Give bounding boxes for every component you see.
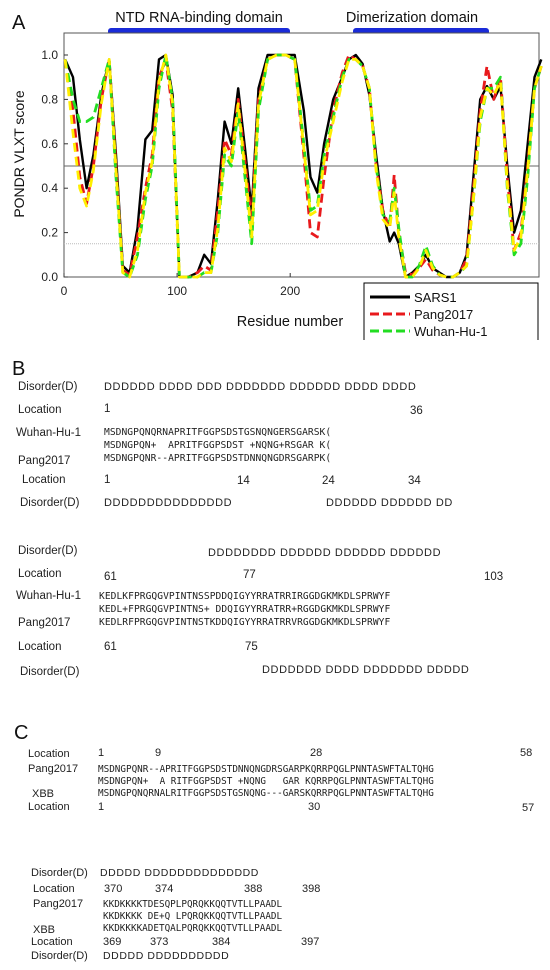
b2-seq1-label: Wuhan-Hu-1: [16, 590, 81, 602]
y-tick-label: 0.6: [41, 137, 58, 151]
b2-disorder-top-label: Disorder(D): [18, 545, 78, 557]
c1-match-line: MSDNGPQN+ A RITFGGPSDST +NQNG GAR KQRRPQ…: [98, 776, 434, 787]
b1-location-bottom-14: 14: [237, 475, 250, 487]
c2-location-top-374: 374: [155, 883, 174, 895]
dimerization-domain-label: Dimerization domain: [346, 10, 478, 26]
series-line-omicron-xbb: [63, 53, 543, 279]
panel-a-letter: A: [12, 12, 26, 34]
b1-disorder-top-label: Disorder(D): [18, 381, 78, 393]
c1-seq2: MSDNGPQNQRNALRITFGGPSDSTGSNQNG---GARSKQR…: [98, 788, 434, 799]
b1-location-top-1: 1: [104, 403, 111, 415]
panel-b-letter: B: [12, 358, 26, 380]
b2-location-bottom-61: 61: [104, 641, 117, 653]
b2-location-top-61: 61: [104, 571, 117, 583]
c2-location-top-388: 388: [244, 883, 263, 895]
b1-location-bottom-1: 1: [104, 474, 111, 486]
disorder-profile-chart: NTD RNA-binding domain Dimerization doma…: [11, 10, 543, 340]
c2-location-bottom-397: 397: [301, 936, 320, 948]
x-axis-label: Residue number: [237, 314, 344, 330]
b2-location-bottom-label: Location: [18, 641, 62, 653]
b1-disorder-bottom-left: DDDDDDDDDDDDDDD: [104, 497, 233, 509]
x-tick-label: 100: [167, 284, 187, 298]
c2-location-bottom-373: 373: [150, 936, 169, 948]
b2-location-top-77: 77: [243, 569, 256, 581]
b1-match-line: MSDNGPQN+ APRITFGGPSDST +NQNG+RSGAR K(: [104, 440, 332, 451]
c2-location-bottom-label: Location: [31, 936, 73, 948]
b1-seq1-label: Wuhan-Hu-1: [16, 427, 81, 439]
y-tick-label: 0.8: [41, 92, 58, 106]
c1-seq1-label: Pang2017: [28, 763, 79, 775]
legend-label-pang2017: Pang2017: [414, 307, 473, 322]
c1-location-bottom-label: Location: [28, 801, 70, 813]
legend-label-wuhan-hu-1: Wuhan-Hu-1: [414, 324, 487, 339]
legend-label-sars1: SARS1: [414, 290, 457, 305]
axis-ticks: 0.0 0.2 0.4 0.6 0.8 1.0 0 100 200: [41, 48, 300, 298]
b2-disorder-bottom-label: Disorder(D): [20, 666, 80, 678]
c2-location-bottom-384: 384: [212, 936, 231, 948]
c1-location-bottom-57: 57: [522, 802, 535, 814]
c2-location-top-label: Location: [33, 883, 75, 895]
c2-disorder-bottom: DDDDD DDDDDDDDDD: [103, 950, 230, 962]
c2-seq2-label: XBB: [33, 924, 56, 936]
b1-location-bottom-24: 24: [322, 475, 335, 487]
b1-seq2-label: Pang2017: [18, 455, 71, 467]
c2-location-top-370: 370: [104, 883, 123, 895]
b1-location-bottom-label: Location: [22, 474, 66, 486]
b2-location-top-label: Location: [18, 568, 62, 580]
c1-location-top-28: 28: [310, 747, 323, 759]
c1-location-bottom-1: 1: [98, 801, 105, 813]
series-group: [63, 53, 543, 279]
c2-disorder-bottom-label: Disorder(D): [31, 950, 88, 962]
c2-location-bottom-369: 369: [103, 936, 122, 948]
panel-c-letter: C: [14, 722, 29, 744]
c1-location-top-label: Location: [28, 748, 70, 760]
series-line-pang2017: [63, 53, 543, 279]
b2-location-bottom-75: 75: [245, 641, 258, 653]
b1-disorder-bottom-label: Disorder(D): [20, 497, 80, 509]
b1-disorder-bottom-right: DDDDDD DDDDDD DD: [326, 497, 453, 509]
b1-seq2: MSDNGPQNR--APRITFGGPSDSTDNNQNGDRSGARPK(: [104, 453, 332, 464]
series-line-sars1: [64, 53, 543, 279]
c1-location-top-58: 58: [520, 747, 533, 759]
c2-disorder-top-label: Disorder(D): [31, 867, 88, 879]
b1-location-top-36: 36: [410, 405, 423, 417]
b2-location-top-103: 103: [484, 571, 504, 583]
y-tick-label: 0.2: [41, 226, 58, 240]
y-tick-label: 1.0: [41, 48, 58, 62]
b2-match-line: KEDL+FPRGQGVPINTNS+ DDQIGYYRRATRR+RGGDGK…: [99, 604, 391, 615]
y-tick-label: 0.4: [41, 181, 58, 195]
c1-seq2-label: XBB: [32, 788, 55, 800]
b1-location-top-label: Location: [18, 404, 62, 416]
c1-location-bottom-30: 30: [308, 801, 321, 813]
x-tick-label: 0: [61, 284, 68, 298]
b1-disorder-top: DDDDDD DDDD DDD DDDDDDD DDDDDD DDDD DDDD: [104, 381, 417, 393]
b2-disorder-top: DDDDDDDD DDDDDD DDDDDD DDDDDD: [208, 547, 442, 559]
c2-seq2: KKDKKKKADETQALPQRQKKQQTVTLLPAADL: [103, 923, 283, 934]
c1-seq1: MSDNGPQNR--APRITFGGPSDSTDNNQNGDRSGARPKQR…: [98, 764, 434, 775]
y-axis-label: PONDR VLXT score: [11, 90, 27, 218]
c1-location-top-9: 9: [155, 747, 162, 759]
b1-seq1: MSDNGPQNQRNAPRITFGGPSDSTGSNQNGERSGARSK(: [104, 427, 332, 438]
y-tick-label: 0.0: [41, 270, 58, 284]
b1-location-bottom-34: 34: [408, 475, 421, 487]
b2-disorder-bottom: DDDDDDD DDDD DDDDDDD DDDDD: [262, 664, 470, 676]
x-tick-label: 200: [280, 284, 300, 298]
c2-match-line: KKDKKKK DE+Q LPQRQKKQQTVTLLPAADL: [103, 911, 283, 922]
b2-seq2: KEDLRFPRGQGVPINTNSTKDDQIGYYRRATRRVRGGDGK…: [99, 617, 391, 628]
c2-seq1-label: Pang2017: [33, 898, 84, 910]
b2-seq2-label: Pang2017: [18, 617, 71, 629]
ntd-domain-label: NTD RNA-binding domain: [115, 10, 283, 26]
c2-location-top-398: 398: [302, 883, 321, 895]
legend-box: [363, 282, 539, 340]
c2-seq1: KKDKKKKTDESQPLPQRQKKQQTVTLLPAADL: [103, 899, 283, 910]
b2-seq1: KEDLKFPRGQGVPINTNSSPDDQIGYYRRATRRIRGGDGK…: [99, 591, 391, 602]
c1-location-top-1: 1: [98, 747, 105, 759]
c2-disorder-top: DDDDD DDDDDDDDDDDDDD: [100, 867, 259, 879]
